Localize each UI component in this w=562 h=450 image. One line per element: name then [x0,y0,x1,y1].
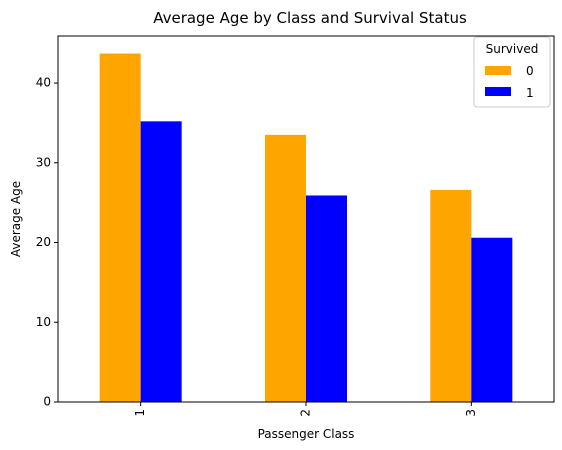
y-tick-label-20: 20 [36,235,51,249]
y-tick-label-40: 40 [36,76,51,90]
legend-swatch-0 [485,66,511,75]
x-axis: 1 2 3 [133,402,478,417]
chart-title: Average Age by Class and Survival Status [153,9,467,27]
y-tick-label-30: 30 [36,155,51,169]
legend: Survived 0 1 [473,36,551,108]
x-tick-label-3: 3 [464,409,478,417]
bar-class-1-survived-1 [140,121,182,403]
legend-title: Survived [486,42,539,56]
bar-class-1-survived-0 [99,53,141,403]
legend-label-0: 0 [526,64,534,78]
bar-class-3-survived-1 [471,237,513,402]
bar-class-2-survived-1 [306,195,347,402]
bar-class-3-survived-0 [430,189,472,402]
y-axis-label: Average Age [9,181,23,257]
x-tick-label-2: 2 [299,409,313,417]
legend-label-1: 1 [526,86,534,100]
x-axis-label: Passenger Class [258,427,355,441]
y-tick-label-10: 10 [36,315,51,329]
x-tick-label-1: 1 [133,409,147,417]
plot-frame [57,35,555,403]
bar-class-2-survived-0 [265,134,306,402]
y-tick-label-0: 0 [43,395,51,409]
legend-swatch-1 [485,87,511,96]
bars-group [99,53,513,403]
y-axis: 0 10 20 30 40 [36,76,58,409]
